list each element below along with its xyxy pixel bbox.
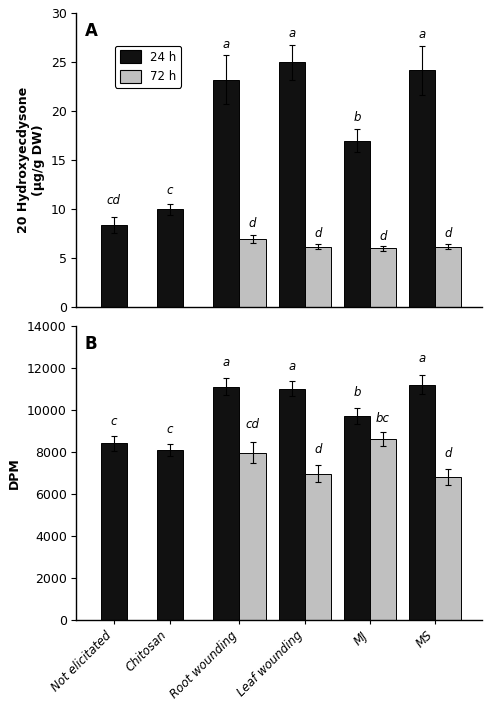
Bar xyxy=(240,239,266,307)
Text: d: d xyxy=(249,217,256,230)
Bar xyxy=(409,70,435,307)
Text: d: d xyxy=(314,227,321,240)
Text: a: a xyxy=(223,38,230,50)
Text: bc: bc xyxy=(376,412,390,425)
Bar xyxy=(409,384,435,620)
Text: a: a xyxy=(418,28,426,41)
Text: A: A xyxy=(85,22,98,40)
Bar xyxy=(214,80,240,307)
Text: b: b xyxy=(353,386,361,399)
Bar xyxy=(305,474,331,620)
Text: d: d xyxy=(379,230,387,242)
Text: d: d xyxy=(444,227,452,240)
Legend: 24 h, 72 h: 24 h, 72 h xyxy=(115,45,181,88)
Y-axis label: 20 Hydroxyecdysone
(μg/g DW): 20 Hydroxyecdysone (μg/g DW) xyxy=(17,87,46,233)
Text: B: B xyxy=(85,335,97,352)
Bar xyxy=(101,443,127,620)
Y-axis label: DPM: DPM xyxy=(8,457,22,489)
Text: c: c xyxy=(167,184,173,197)
Bar xyxy=(370,248,396,307)
Text: c: c xyxy=(110,415,117,428)
Bar xyxy=(344,140,370,307)
Text: b: b xyxy=(353,111,361,124)
Text: a: a xyxy=(418,352,426,364)
Bar xyxy=(279,389,305,620)
Bar xyxy=(101,225,127,307)
Bar xyxy=(435,247,461,307)
Bar xyxy=(435,477,461,620)
Bar xyxy=(305,247,331,307)
Bar xyxy=(157,209,183,307)
Bar xyxy=(214,386,240,620)
Bar xyxy=(157,450,183,620)
Text: d: d xyxy=(314,443,321,456)
Text: a: a xyxy=(288,360,295,373)
Bar xyxy=(370,439,396,620)
Text: c: c xyxy=(167,423,173,437)
Bar xyxy=(240,453,266,620)
Text: d: d xyxy=(444,447,452,460)
Text: cd: cd xyxy=(107,194,121,207)
Text: a: a xyxy=(288,27,295,40)
Bar xyxy=(344,416,370,620)
Text: cd: cd xyxy=(245,418,260,431)
Bar xyxy=(279,62,305,307)
Text: a: a xyxy=(223,356,230,369)
